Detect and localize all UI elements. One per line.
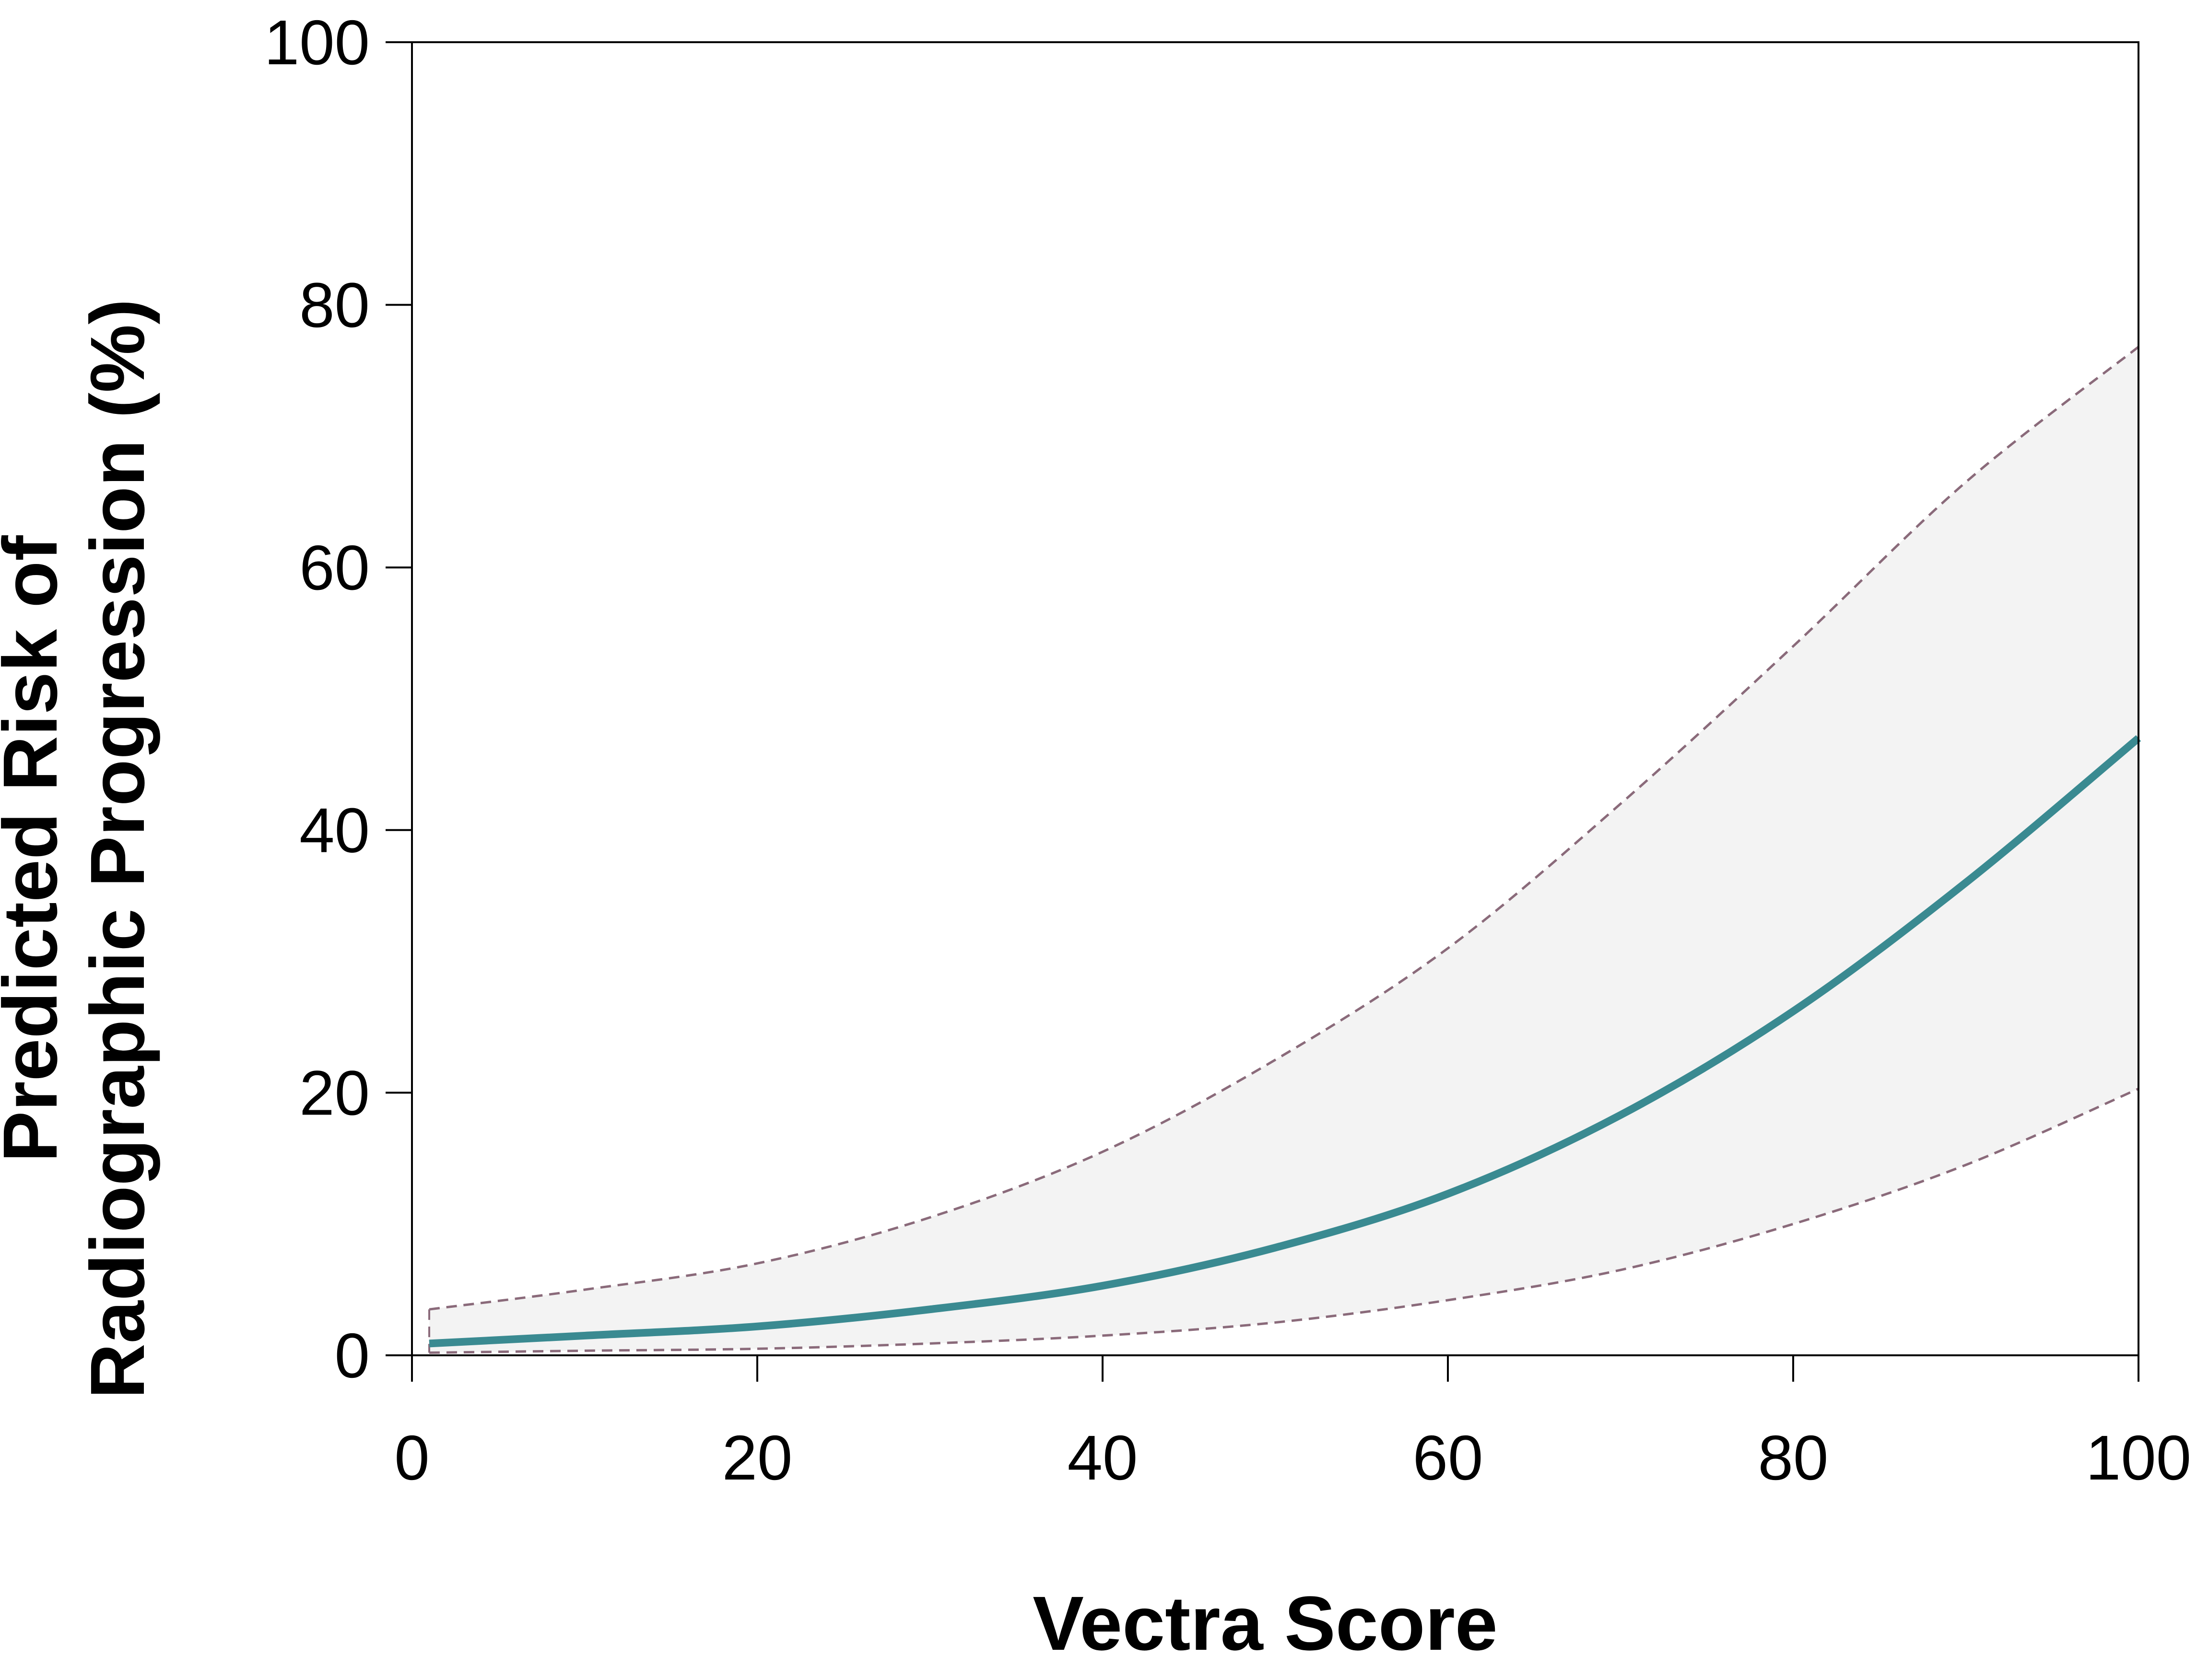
confidence-band xyxy=(429,347,2138,1353)
x-tick-label: 0 xyxy=(394,1422,429,1493)
y-axis: 0 20 40 60 80 100 xyxy=(264,7,412,1391)
upper-bound-line xyxy=(429,346,2139,1311)
x-tick-label: 20 xyxy=(722,1422,793,1493)
x-tick-label: 80 xyxy=(1758,1422,1829,1493)
y-tick-label: 60 xyxy=(299,532,370,603)
estimate-line xyxy=(429,735,2141,1348)
x-tick-label: 60 xyxy=(1413,1422,1483,1493)
x-axis: 0 20 40 60 80 100 xyxy=(394,1355,2191,1493)
y-axis-label: Predicted Risk of Radiographic Progressi… xyxy=(0,299,160,1399)
y-tick-label: 100 xyxy=(264,7,370,78)
x-axis-label: Vectra Score xyxy=(1033,1580,1498,1666)
y-tick-label: 20 xyxy=(299,1057,370,1128)
plot-area xyxy=(411,41,2141,1382)
x-tick-label: 100 xyxy=(2086,1422,2191,1493)
x-tick-label: 40 xyxy=(1068,1422,1138,1493)
y-tick-label: 80 xyxy=(299,270,370,341)
y-axis-label-line-1: Predicted Risk of xyxy=(0,535,73,1163)
y-axis-label-line-2: Radiographic Progression (%) xyxy=(74,299,160,1399)
y-tick-label: 40 xyxy=(299,795,370,866)
y-tick-label: 0 xyxy=(335,1320,370,1391)
lower-bound-line xyxy=(429,1087,2139,1354)
